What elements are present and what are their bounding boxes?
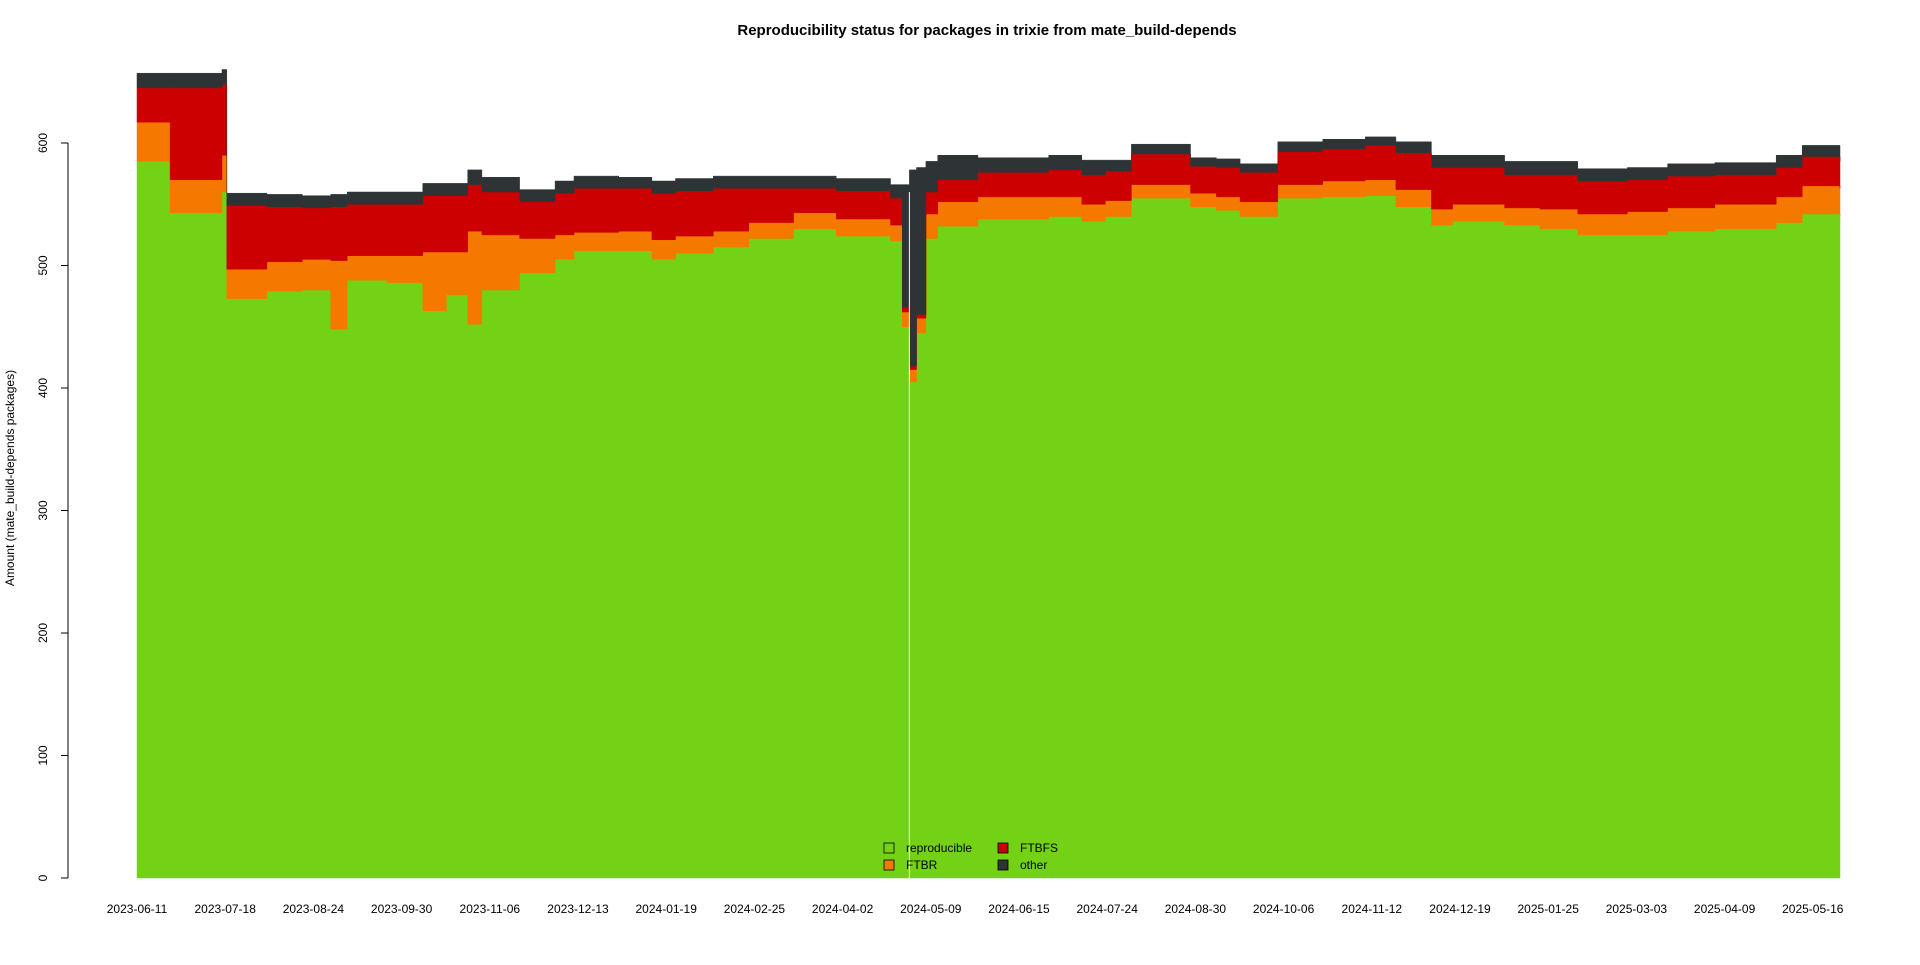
y-tick-label: 600 bbox=[36, 133, 50, 153]
y-axis-label: Amount (mate_build-depends packages) bbox=[3, 370, 17, 586]
x-tick-label: 2025-03-03 bbox=[1606, 902, 1668, 916]
legend-label-ftbfs: FTBFS bbox=[1020, 841, 1058, 855]
y-axis: 0 100 200 300 400 500 600 bbox=[36, 133, 69, 881]
x-tick-label: 2024-12-19 bbox=[1429, 902, 1491, 916]
x-tick-label: 2024-08-30 bbox=[1165, 902, 1227, 916]
x-tick-label: 2024-06-15 bbox=[988, 902, 1050, 916]
x-tick-label: 2023-12-13 bbox=[547, 902, 609, 916]
legend-label-reproducible: reproducible bbox=[906, 841, 972, 855]
x-tick-label: 2023-07-18 bbox=[195, 902, 257, 916]
x-tick-label: 2025-01-25 bbox=[1518, 902, 1580, 916]
x-tick-label: 2023-06-11 bbox=[107, 902, 168, 916]
stacked-areas bbox=[136, 69, 1841, 879]
x-tick-label: 2024-01-19 bbox=[636, 902, 698, 916]
chart-title: Reproducibility status for packages in t… bbox=[737, 22, 1236, 39]
y-tick-label: 0 bbox=[36, 874, 50, 881]
y-tick-label: 400 bbox=[36, 378, 50, 398]
y-tick-label: 200 bbox=[36, 623, 50, 643]
area-other bbox=[136, 69, 1841, 367]
legend-swatch-ftbr bbox=[883, 859, 895, 871]
x-axis: 2023-06-11 2023-07-18 2023-08-24 2023-09-30… bbox=[107, 902, 1844, 916]
x-tick-label: 2024-04-02 bbox=[812, 902, 874, 916]
y-tick-label: 300 bbox=[36, 500, 50, 520]
x-tick-label: 2023-08-24 bbox=[283, 902, 345, 916]
x-tick-label: 2024-02-25 bbox=[724, 902, 786, 916]
x-tick-label: 2025-05-16 bbox=[1782, 902, 1844, 916]
x-tick-label: 2024-11-12 bbox=[1342, 902, 1403, 916]
x-tick-label: 2023-09-30 bbox=[371, 902, 433, 916]
legend-swatch-other bbox=[997, 859, 1009, 871]
x-tick-label: 2025-04-09 bbox=[1694, 902, 1756, 916]
x-tick-label: 2024-10-06 bbox=[1253, 902, 1315, 916]
legend-label-other: other bbox=[1020, 858, 1047, 872]
legend-swatch-ftbfs bbox=[997, 842, 1009, 854]
x-tick-label: 2024-05-09 bbox=[900, 902, 962, 916]
y-tick-label: 100 bbox=[36, 745, 50, 765]
legend: reproducible FTBR FTBFS other bbox=[883, 841, 1058, 872]
legend-swatch-reproducible bbox=[883, 842, 895, 854]
legend-label-ftbr: FTBR bbox=[906, 858, 938, 872]
x-tick-label: 2023-11-06 bbox=[460, 902, 521, 916]
y-tick-label: 500 bbox=[36, 255, 50, 275]
x-tick-label: 2024-07-24 bbox=[1077, 902, 1139, 916]
